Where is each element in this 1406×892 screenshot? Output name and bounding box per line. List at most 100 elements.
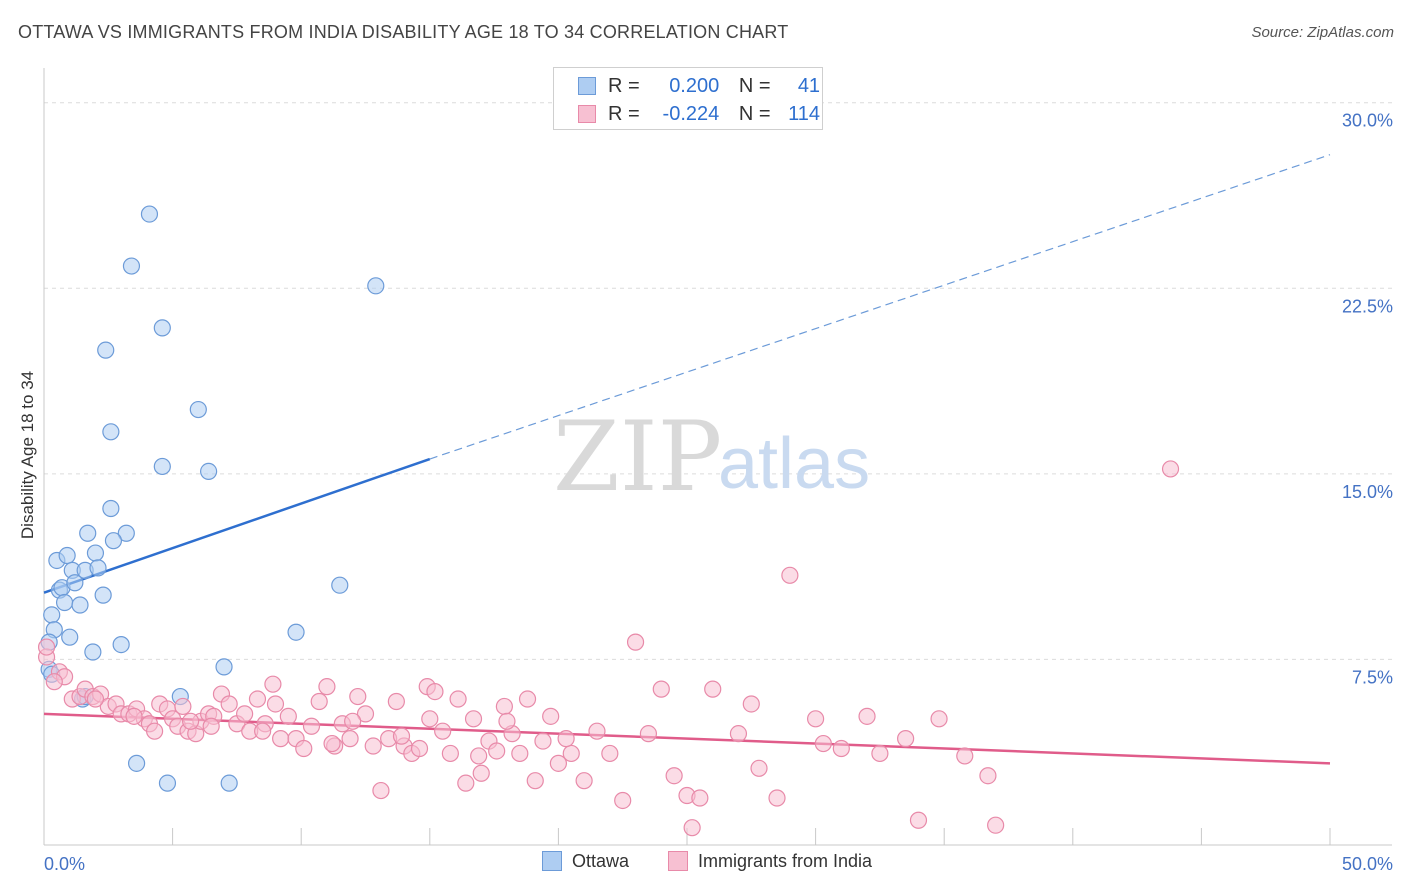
ottawa-point — [61, 628, 79, 646]
india-point — [472, 764, 490, 782]
india-point — [356, 705, 375, 723]
india-point — [858, 707, 876, 725]
india-point — [202, 717, 220, 735]
india-point — [542, 707, 560, 725]
india-point — [220, 695, 238, 713]
india-point — [349, 687, 367, 706]
y-tick-label: 30.0% — [1342, 111, 1393, 131]
india-point — [729, 725, 748, 743]
india-point — [295, 739, 313, 758]
india-point — [601, 744, 619, 763]
india-point — [174, 697, 192, 716]
india-legend-label: Immigrants from India — [698, 851, 873, 871]
india-point — [588, 722, 606, 740]
india-point — [323, 734, 341, 753]
india-point — [125, 707, 143, 725]
ottawa-point — [104, 532, 123, 550]
x-tick-label-min: 0.0% — [44, 854, 85, 874]
india-point — [768, 789, 786, 807]
india-point — [549, 754, 568, 772]
ottawa-legend-label: Ottawa — [572, 851, 630, 871]
india-point — [557, 730, 575, 748]
india-swatch — [578, 105, 596, 123]
x-tick-labels: 0.0% 50.0% — [44, 854, 1393, 874]
india-point — [449, 690, 467, 708]
ottawa-point — [220, 774, 238, 792]
india-point — [248, 690, 267, 708]
india-point — [534, 732, 552, 750]
india-point — [562, 744, 580, 763]
ottawa-point — [112, 635, 130, 654]
chart-title: OTTAWA VS IMMIGRANTS FROM INDIA DISABILI… — [18, 22, 789, 42]
india-point — [495, 697, 513, 716]
axes — [43, 68, 1392, 846]
ottawa-point — [153, 319, 171, 337]
watermark-zip: ZIP — [553, 401, 722, 513]
india-point — [441, 744, 459, 763]
watermark: ZIP atlas — [553, 401, 870, 513]
ottawa-point — [287, 623, 305, 641]
india-point — [457, 774, 475, 792]
india-point — [488, 742, 506, 760]
india-point — [897, 730, 915, 748]
india-point — [575, 772, 593, 790]
ottawa-point — [89, 559, 107, 577]
india-r-label: R = — [608, 103, 640, 125]
ottawa-point — [71, 596, 89, 614]
ottawa-point — [367, 277, 385, 295]
india-point — [45, 673, 63, 691]
ottawa-legend-swatch — [542, 851, 562, 871]
india-point — [310, 692, 328, 711]
india-point — [704, 680, 722, 698]
source-label: Source: ZipAtlas.com — [1251, 24, 1394, 41]
ottawa-point — [55, 593, 74, 612]
y-tick-label: 22.5% — [1342, 296, 1393, 316]
india-point — [691, 789, 709, 807]
ottawa-point — [158, 774, 177, 792]
ottawa-n-value: 41 — [797, 75, 821, 97]
india-point — [832, 739, 850, 758]
ottawa-point — [84, 643, 102, 661]
india-point — [683, 819, 701, 837]
india-point — [742, 695, 760, 713]
y-tick-label: 15.0% — [1342, 482, 1393, 502]
x-tick-label-max: 50.0% — [1342, 854, 1393, 874]
india-point — [814, 734, 832, 753]
india-point — [614, 791, 632, 810]
india-point — [464, 710, 483, 728]
india-point — [272, 730, 290, 748]
ottawa-r-value: 0.200 — [669, 75, 720, 97]
india-n-label: N = — [738, 103, 771, 125]
india-point — [930, 710, 948, 728]
india-legend-swatch — [668, 851, 688, 871]
india-point — [182, 712, 200, 730]
stats-legend: R = 0.200 N = 41 R = -0.224 N = 114 — [553, 67, 823, 130]
ottawa-point — [58, 546, 76, 565]
india-point — [979, 767, 997, 785]
india-point — [987, 816, 1005, 834]
india-point — [145, 722, 164, 740]
ottawa-point — [127, 754, 146, 772]
legend-item-ottawa[interactable]: Ottawa — [542, 851, 629, 872]
legend-row-ottawa: R = 0.200 N = 41 — [578, 75, 820, 98]
india-point — [781, 566, 799, 584]
grid-lines — [44, 102, 1392, 660]
india-point — [956, 747, 974, 765]
ottawa-point — [122, 257, 141, 275]
y-tick-label: 7.5% — [1352, 667, 1393, 687]
y-tick-labels: 7.5% 15.0% 22.5% 30.0% — [1342, 111, 1393, 688]
legend-item-india[interactable]: Immigrants from India — [668, 851, 872, 872]
legend-row-india: R = -0.224 N = 114 — [578, 103, 820, 126]
india-point — [421, 710, 439, 728]
ottawa-point — [79, 524, 97, 542]
ottawa-r-label: R = — [608, 75, 640, 97]
india-point — [511, 744, 529, 763]
ottawa-point — [200, 462, 218, 480]
india-point — [341, 730, 359, 748]
india-point — [364, 737, 382, 755]
india-point — [392, 727, 411, 745]
india-point — [37, 638, 56, 656]
ottawa-point — [86, 544, 105, 562]
india-point — [806, 710, 825, 728]
